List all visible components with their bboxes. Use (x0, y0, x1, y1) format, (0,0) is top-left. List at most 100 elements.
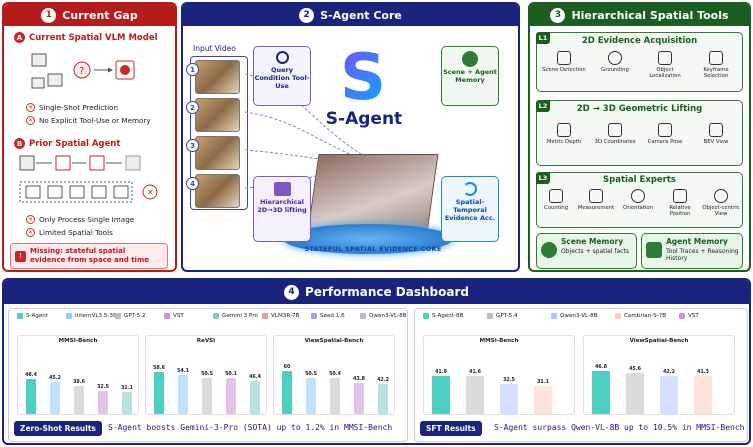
chart-title: MMSI-Bench (479, 338, 519, 344)
bar-value-label: 50.4 (329, 372, 341, 377)
bar-mark (592, 371, 610, 414)
chart-title: ViewSpatial-Bench (629, 338, 689, 344)
bar-mark (98, 390, 108, 414)
panel-header: 2 S-Agent Core (183, 4, 518, 26)
chart-panel: MMSI-Bench 48.4 45.2 38.6 32.5 31.1 (17, 335, 139, 415)
step-number: 2 (299, 7, 315, 23)
scene-memory-box: Scene Memory Objects + spatial facts (536, 233, 637, 269)
bar-mark (626, 372, 644, 414)
sft-section: S-Agent-8B GPT-5.4 Qwen3-VL-8B Cambrian-S-7… (414, 308, 748, 442)
bar-value-label: 43.8 (353, 376, 365, 382)
panel-header: 4 Performance Dashboard (4, 280, 749, 304)
s-agent-logo-text: S-Agent (325, 109, 403, 129)
tool-orientation: Orientation (617, 189, 659, 211)
legend-item: S-Agent-8B (423, 313, 463, 319)
b-item-0: ✕ Only Process Single Image (26, 215, 134, 224)
bar-value-label: 42.2 (377, 377, 389, 383)
legend-swatch (487, 313, 493, 319)
agent-memory-box: Agent Memory Tool Traces + Reasoning His… (641, 233, 743, 269)
bar-value-label: 50.5 (201, 371, 213, 377)
chart-panel: MMSI-Bench 41.9 41.6 32.5 31.1 (423, 335, 575, 415)
b-item-text: Only Process Single Image (39, 215, 135, 224)
panel-title: S-Agent Core (320, 8, 402, 22)
legend-label: Cambrian-S-7B (624, 313, 667, 319)
query-label: Query Condition Tool-Use (254, 66, 310, 90)
zero-shot-text: S-Agent boosts Gemini-3-Pro (SOTA) up to… (108, 423, 393, 432)
bar-mark (50, 381, 60, 414)
bar-value-label: 41.9 (435, 369, 447, 375)
mountain-icon (557, 123, 571, 137)
bar-mark (202, 377, 212, 414)
bar-mark (330, 378, 340, 414)
brain-icon (541, 242, 557, 258)
layers-icon (274, 182, 291, 196)
frame-number: 1 (186, 63, 199, 76)
tool-scene-detection: Scene Detection (541, 51, 587, 73)
bar-value-label: 50.5 (305, 371, 317, 377)
legend-swatch (262, 313, 268, 319)
bar-value-label: 50.1 (225, 372, 237, 378)
tool-camera-pose: Camera Pose (642, 123, 688, 145)
hierarchical-label: Hierarchical 2D→3D lifting (257, 198, 307, 214)
scene-memory-title: Scene Memory (561, 237, 624, 246)
bar-mark (694, 376, 712, 414)
video-frame-4 (195, 174, 240, 208)
temporal-label: Spatial-Temporal Evidence Acc. (444, 198, 496, 222)
panel-header: 1 Current Gap (4, 4, 175, 26)
level-3-box: L3 Spatial Experts Counting Measurement … (536, 172, 743, 228)
legend-swatch (213, 313, 219, 319)
b-item-1: ✕ Limited Spatial Tools (26, 228, 113, 237)
legend-swatch (164, 313, 170, 319)
section-a-header: A Current Spatial VLM Model (14, 32, 158, 43)
plot-area: 58.6 54.1 50.5 50.1 46.4 (150, 348, 262, 414)
warning-icon: ! (15, 250, 26, 262)
bar-value-label: 60 (283, 365, 291, 371)
tool-grounding: Grounding (592, 51, 638, 73)
bar-mark (466, 376, 484, 414)
axes-icon (608, 123, 622, 137)
chart-title: ReVSI (196, 338, 216, 344)
step-number: 1 (41, 7, 57, 23)
panel-current-gap: 1 Current Gap A Current Spatial VLM Model… (2, 2, 177, 272)
legend-label: InternVL3.5-38B (75, 313, 121, 319)
core-label: STATEFUL SPATIAL EVIDENCE CORE (304, 245, 442, 253)
plot-area: 41.9 41.6 32.5 31.1 (428, 348, 570, 414)
film-icon (709, 51, 723, 65)
brain-icon (462, 51, 478, 67)
level-tag: L2 (536, 100, 550, 112)
bar-value-label: 48.4 (25, 373, 37, 379)
compass-icon (631, 189, 645, 203)
step-number: 4 (284, 284, 299, 300)
legend-label: GPT-5.4 (496, 313, 518, 319)
ruler-icon (589, 189, 603, 203)
bar-mark (500, 384, 518, 414)
a-item-0: ✕ Single-Shot Prediction (26, 103, 118, 112)
level-1-box: L1 2D Evidence Acquisition Scene Detecti… (536, 32, 743, 92)
zero-shot-label: Zero-Shot Results (14, 421, 102, 436)
tool-measurement: Measurement (575, 189, 617, 211)
sft-label: SFT Results (420, 421, 482, 436)
step-number: 3 (550, 7, 566, 23)
legend-item: VST (164, 313, 184, 319)
a-item-text: Single-Shot Prediction (39, 103, 119, 112)
legend-label: S-Agent-8B (432, 313, 464, 319)
bar-mark (432, 375, 450, 414)
layers-icon (658, 51, 672, 65)
tool-counting: Counting (535, 189, 577, 211)
legend-swatch (551, 313, 557, 319)
frame-number: 3 (186, 139, 199, 152)
tool-bev-view: BEV View (693, 123, 739, 145)
legend-item: Qwen3-VL-8B (360, 313, 406, 319)
x-icon: ✕ (26, 103, 35, 112)
chart-panel: ReVSI 58.6 54.1 50.5 50.1 46.4 (145, 335, 267, 415)
bar-mark (378, 383, 388, 414)
tool-object-centric-view: Object-centric View (700, 189, 742, 217)
bar-value-label: 46.4 (249, 374, 261, 380)
bar-value-label: 32.5 (503, 378, 515, 384)
bar-value-label: 31.1 (537, 379, 549, 385)
vlm-illustration: ? (31, 53, 135, 89)
room-core-illustration (307, 154, 439, 232)
bar-value-label: 41.3 (697, 370, 709, 376)
legend-item: Gemini 3 Pro (213, 313, 258, 319)
frame-number: 2 (186, 101, 199, 114)
